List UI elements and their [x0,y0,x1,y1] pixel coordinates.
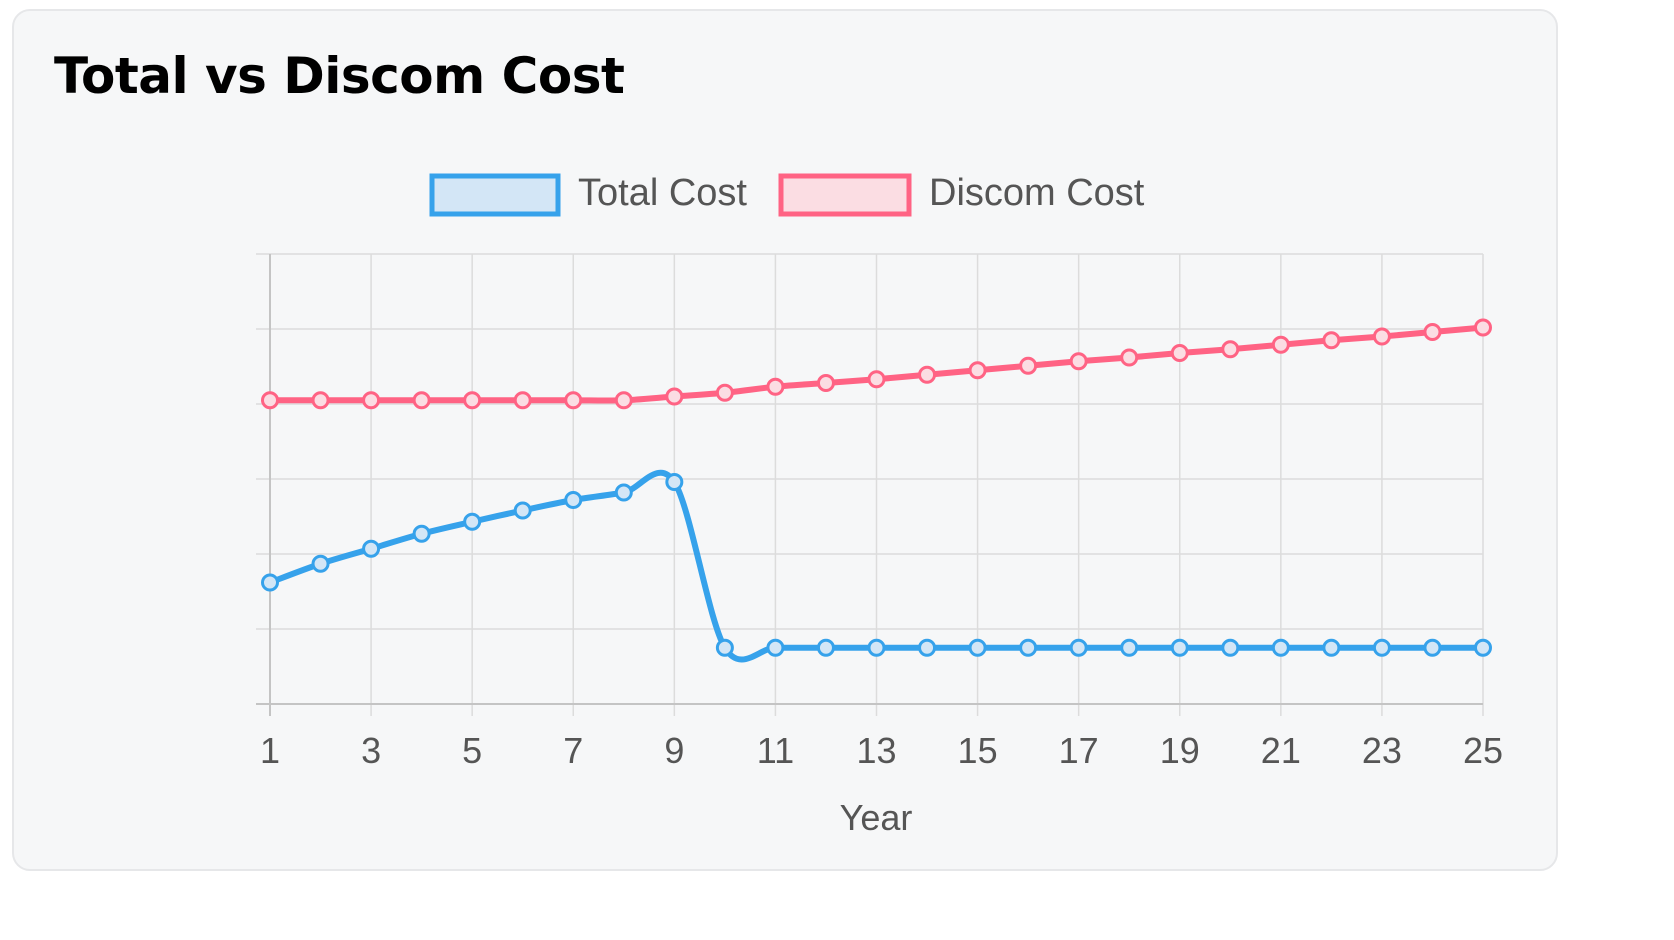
data-point [816,374,835,392]
x-tick-label: 11 [757,730,794,771]
data-point [1120,638,1139,657]
data-point [564,391,583,410]
data-point [1170,638,1189,657]
data-point [1372,327,1391,346]
data-point [968,638,987,657]
x-tick-label: 19 [1160,730,1200,771]
chart-legend[interactable]: Total Cost Discom Cost [429,172,1145,217]
x-tick-label: 1 [260,730,280,771]
data-point [362,391,381,410]
data-point [564,491,583,509]
data-point [665,473,684,491]
data-point [918,638,937,657]
x-tick-label: 3 [361,730,381,771]
data-point [1372,638,1391,657]
legend-label: Total Cost [578,172,747,214]
data-point [1423,323,1442,341]
data-point [1019,356,1038,375]
x-tick-label: 17 [1059,730,1099,771]
x-tick-label: 23 [1362,730,1402,771]
x-axis-ticks: 1 3 5 7 9 11 13 15 17 19 21 23 25 [260,730,1503,771]
data-point [1322,331,1341,350]
data-point [513,391,532,410]
data-point [1069,352,1088,371]
data-point [463,512,482,531]
data-point [1019,638,1038,657]
legend-swatch [778,173,912,217]
data-point [1170,344,1189,362]
data-point [766,377,785,396]
data-point [614,391,633,410]
legend-swatch [429,173,561,217]
data-point [463,391,482,410]
data-point [1474,638,1492,657]
chart-series [261,318,1492,663]
data-point [816,638,835,657]
data-point [1271,638,1290,657]
data-point [1221,638,1240,657]
data-point [1423,638,1442,657]
chart-grid [256,253,1484,716]
x-axis-title: Year [840,797,913,838]
data-point [311,391,330,410]
data-point [412,391,431,410]
data-point [1069,638,1088,657]
chart-title: Total vs Discom Cost [54,47,625,105]
x-tick-label: 21 [1261,730,1301,771]
x-tick-label: 15 [958,730,998,771]
data-point [261,573,279,592]
data-point [968,361,987,380]
data-point [362,539,381,558]
data-point [867,638,886,657]
data-point [715,383,734,402]
legend-label: Discom Cost [929,172,1145,214]
data-point [412,524,431,543]
data-point [1271,335,1290,354]
data-point [513,501,532,520]
data-point [867,370,886,389]
data-point [918,365,937,384]
data-point [1474,318,1492,337]
data-point [1322,638,1341,657]
series-total-cost [261,469,1492,663]
data-point [614,483,633,502]
data-point [311,554,330,573]
data-point [261,391,279,410]
x-tick-label: 5 [462,730,482,771]
x-tick-label: 7 [563,730,583,771]
legend-item-total-cost[interactable]: Total Cost [429,172,747,217]
legend-item-discom-cost[interactable]: Discom Cost [778,172,1145,217]
x-tick-label: 9 [664,730,684,771]
data-point [766,638,785,657]
x-tick-label: 13 [856,730,896,771]
data-point [715,638,734,657]
series-discom-cost [261,318,1492,410]
data-point [665,387,684,406]
data-point [1221,340,1240,359]
data-point [1120,348,1139,367]
x-tick-label: 25 [1463,730,1503,771]
